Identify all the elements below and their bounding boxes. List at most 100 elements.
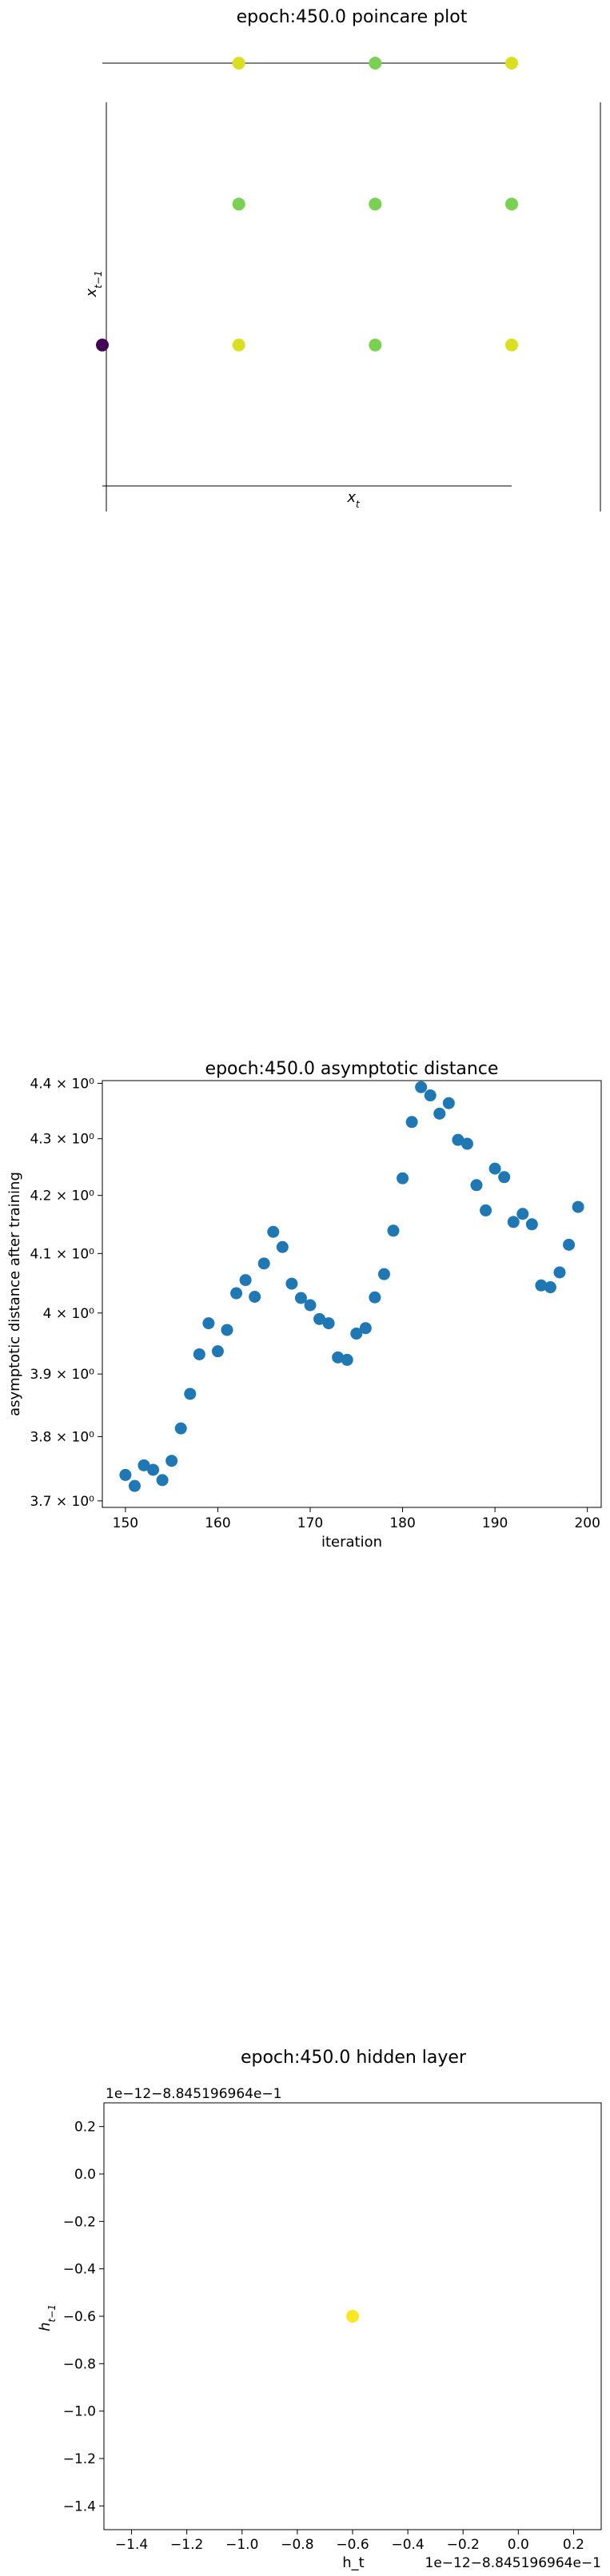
asymptotic-point-19 (294, 1292, 307, 1304)
asymptotic-point-18 (285, 1277, 298, 1290)
hidden-ytick-label-6: −1.0 (63, 2404, 96, 2420)
asymptotic-point-26 (359, 1322, 372, 1335)
poincare-title: epoch:450.0 poincare plot (237, 7, 468, 27)
asymptotic-title: epoch:450.0 asymptotic distance (205, 1059, 499, 1079)
asymptotic-point-41 (498, 1171, 511, 1184)
asymptotic-ytick-label-1: 3.8 × 10⁰ (30, 1429, 94, 1445)
poincare-point-6 (96, 338, 109, 352)
asymptotic-xlabel: iteration (321, 1534, 382, 1551)
poincare-point-8 (369, 338, 382, 352)
asymptotic-point-25 (350, 1328, 363, 1340)
poincare-ylabel: xt−1 (83, 270, 104, 297)
asymptotic-point-48 (563, 1238, 576, 1251)
hidden-x-ticks: −1.4 −1.2 −1.0 −0.8 −0.6 −0.4 −0.2 0.0 0.2 (115, 2530, 584, 2553)
asymptotic-point-27 (369, 1291, 381, 1304)
hidden-xlabel: h_t (342, 2554, 364, 2571)
asymptotic-point-28 (377, 1268, 390, 1280)
asymptotic-point-35 (442, 1097, 455, 1109)
asymptotic-point-11 (221, 1324, 233, 1336)
hidden-ytick-label-4: −0.6 (63, 2309, 96, 2325)
asymptotic-xtick-label-2: 170 (297, 1515, 323, 1531)
hidden-ytick-label-8: −1.4 (63, 2498, 96, 2514)
poincare-xlabel: xt (346, 489, 361, 510)
asymptotic-point-34 (433, 1107, 446, 1120)
asymptotic-point-32 (415, 1081, 428, 1093)
asymptotic-xtick-label-4: 190 (482, 1515, 508, 1531)
asymptotic-ytick-label-3: 4 × 10⁰ (43, 1306, 94, 1322)
asymptotic-point-22 (322, 1317, 335, 1330)
asymptotic-axes-frame (102, 1080, 602, 1508)
asymptotic-point-0 (119, 1468, 132, 1481)
asymptotic-point-39 (480, 1204, 492, 1216)
asymptotic-point-47 (553, 1266, 566, 1279)
hidden-xtick-label-6: −0.2 (447, 2537, 480, 2553)
poincare-point-0 (232, 57, 245, 70)
asymptotic-point-1 (128, 1479, 141, 1492)
hidden-point-0 (346, 2310, 359, 2323)
poincare-point-7 (232, 338, 245, 352)
asymptotic-point-45 (535, 1279, 548, 1292)
asymptotic-ytick-label-6: 4.3 × 10⁰ (30, 1132, 94, 1148)
asymptotic-ytick-label-2: 3.9 × 10⁰ (30, 1367, 94, 1383)
hidden-title: epoch:450.0 hidden layer (241, 2048, 467, 2068)
asymptotic-point-40 (488, 1162, 501, 1175)
asymptotic-ytick-label-4: 4.1 × 10⁰ (30, 1246, 94, 1262)
asymptotic-points (119, 1081, 584, 1492)
asymptotic-point-31 (405, 1116, 418, 1129)
asymptotic-point-24 (341, 1353, 353, 1366)
hidden-xtick-label-1: −1.2 (170, 2537, 203, 2553)
asymptotic-point-30 (397, 1172, 409, 1184)
asymptotic-point-15 (257, 1257, 270, 1270)
hidden-ytick-label-0: 0.2 (74, 2120, 96, 2136)
hidden-ytick-label-5: −0.8 (63, 2356, 96, 2372)
asymptotic-chart: epoch:450.0 asymptotic distance 150 160 17… (6, 1059, 602, 1551)
asymptotic-point-49 (572, 1200, 584, 1213)
asymptotic-point-4 (156, 1474, 169, 1487)
asymptotic-point-6 (174, 1422, 187, 1435)
asymptotic-point-43 (516, 1208, 529, 1220)
asymptotic-point-2 (138, 1459, 150, 1471)
hidden-ylabel: ht−1 (37, 2304, 58, 2331)
hidden-xtick-label-4: −0.6 (336, 2537, 369, 2553)
asymptotic-point-8 (193, 1348, 205, 1360)
asymptotic-point-14 (249, 1291, 261, 1304)
asymptotic-point-42 (507, 1216, 520, 1228)
asymptotic-point-37 (460, 1137, 473, 1150)
poincare-chart: epoch:450.0 poincare plot xt xt−1 (83, 7, 601, 512)
poincare-point-5 (505, 197, 518, 211)
hidden-points (346, 2310, 359, 2323)
poincare-point-1 (369, 57, 382, 70)
hidden-y-ticks: 0.2 0.0 −0.2 −0.4 −0.6 −0.8 −1.0 −1.2 −1.4 (63, 2120, 104, 2514)
hidden-xtick-label-5: −0.4 (391, 2537, 424, 2553)
asymptotic-ytick-label-7: 4.4 × 10⁰ (30, 1076, 94, 1092)
poincare-point-9 (505, 338, 518, 352)
hidden-ytick-label-3: −0.4 (63, 2262, 96, 2278)
asymptotic-xtick-label-1: 160 (205, 1515, 230, 1531)
asymptotic-point-21 (313, 1312, 326, 1325)
hidden-xtick-label-8: 0.2 (563, 2537, 584, 2553)
asymptotic-point-10 (211, 1345, 224, 1358)
asymptotic-ytick-label-5: 4.2 × 10⁰ (30, 1188, 94, 1204)
asymptotic-x-ticks: 150 160 170 180 190 200 (113, 1507, 600, 1531)
asymptotic-point-9 (202, 1317, 215, 1330)
hidden-xtick-label-3: −0.8 (281, 2537, 313, 2553)
asymptotic-xtick-label-3: 180 (389, 1515, 415, 1531)
asymptotic-point-13 (239, 1274, 252, 1287)
asymptotic-xtick-label-0: 150 (113, 1515, 138, 1531)
asymptotic-point-12 (230, 1287, 243, 1300)
poincare-point-3 (232, 197, 245, 211)
hidden-xtick-label-2: −1.0 (225, 2537, 258, 2553)
poincare-points (96, 57, 518, 352)
asymptotic-point-38 (470, 1179, 483, 1192)
asymptotic-y-ticks: 3.7 × 10⁰ 3.8 × 10⁰ 3.9 × 10⁰ 4 × 10⁰ 4.1 × … (30, 1076, 102, 1510)
asymptotic-point-44 (525, 1218, 538, 1231)
poincare-point-4 (369, 197, 382, 211)
asymptotic-point-29 (387, 1224, 400, 1237)
asymptotic-xtick-label-5: 200 (574, 1515, 600, 1531)
asymptotic-point-46 (544, 1281, 556, 1294)
hidden-x-offset-label: 1e−12−8.845196964e−1 (425, 2555, 601, 2571)
asymptotic-ylabel: asymptotic distance after training (6, 1172, 23, 1416)
asymptotic-point-17 (276, 1240, 289, 1253)
asymptotic-point-23 (332, 1351, 345, 1364)
